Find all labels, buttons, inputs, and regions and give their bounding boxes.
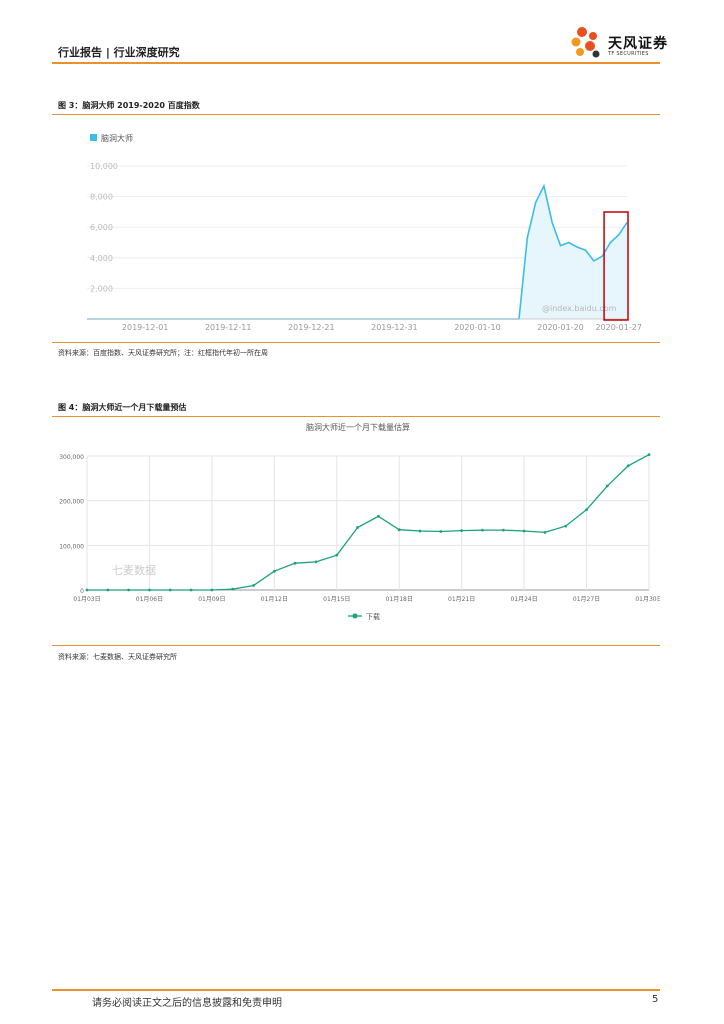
data-point	[252, 584, 255, 587]
figure4-source: 资料来源：七麦数据、天风证券研究所	[58, 653, 177, 661]
data-point	[585, 508, 588, 511]
data-point	[439, 530, 443, 533]
data-point	[168, 588, 172, 592]
data-point	[231, 587, 235, 591]
x-tick-label: 2019-12-21	[288, 323, 335, 332]
y-tick-label: 200,000	[59, 499, 84, 506]
x-tick-label: 2020-01-10	[454, 323, 501, 332]
logo-text-en: TF SECURITIES	[608, 51, 649, 57]
data-point	[647, 453, 651, 457]
data-point	[460, 529, 464, 532]
legend-marker	[352, 613, 358, 619]
data-point	[522, 529, 526, 533]
figure3-title: 图 3：脑洞大师 2019-2020 百度指数	[58, 101, 200, 110]
x-tick-label: 01月24日	[510, 596, 537, 603]
series-line	[87, 454, 650, 591]
data-point	[148, 588, 151, 592]
data-point	[397, 528, 401, 532]
figure3-source: 资料来源：百度指数、天风证券研究所；注：红框指代年初一所在周	[58, 349, 268, 357]
logo-text-cn: 天风证券	[608, 36, 668, 52]
series-line	[87, 183, 628, 320]
y-tick-label: 100,000	[59, 543, 84, 550]
data-point	[418, 529, 422, 533]
data-point	[605, 484, 609, 488]
data-point	[481, 528, 484, 532]
x-tick-label: 2020-01-27	[595, 323, 642, 332]
y-tick-label: 6,000	[90, 223, 113, 232]
x-tick-label: 01月18日	[386, 596, 413, 603]
data-point	[293, 561, 297, 565]
x-tick-label: 01月21日	[448, 596, 475, 603]
x-tick-label: 01月27日	[573, 596, 600, 603]
x-tick-label: 01月03日	[73, 596, 100, 603]
watermark: 七麦数据	[112, 563, 156, 577]
legend-swatch	[90, 134, 97, 141]
data-point	[543, 530, 547, 534]
data-point	[314, 560, 318, 564]
data-point	[127, 588, 131, 592]
x-tick-label: 2019-12-11	[205, 323, 252, 332]
figure3-top-rule	[52, 114, 660, 115]
y-tick-label: 2,000	[90, 284, 113, 293]
footer-divider	[52, 989, 660, 991]
data-point	[356, 526, 359, 529]
page-number: 5	[652, 994, 659, 1005]
y-tick-label: 300,000	[59, 454, 84, 461]
data-point	[272, 569, 276, 573]
data-point	[85, 588, 89, 592]
data-point	[626, 464, 630, 468]
x-tick-label: 01月12日	[261, 596, 288, 603]
x-tick-label: 01月30日	[635, 596, 660, 603]
y-tick-label: 10,000	[90, 162, 118, 171]
header-breadcrumb: 行业报告 | 行业深度研究	[58, 46, 180, 59]
data-point	[106, 588, 110, 592]
x-tick-label: 2020-01-20	[537, 323, 584, 332]
y-tick-label: 0	[80, 588, 84, 595]
data-point	[335, 553, 339, 557]
footer-disclaimer: 请务必阅读正文之后的信息披露和免责申明	[92, 998, 282, 1009]
header-divider	[52, 62, 660, 64]
figure4-bottom-rule	[52, 645, 660, 646]
y-tick-label: 4,000	[90, 254, 113, 263]
x-tick-label: 01月15日	[323, 596, 350, 603]
legend-label: 脑洞大师	[101, 133, 133, 143]
figure4-title: 图 4：脑洞大师近一个月下载量预估	[58, 403, 187, 412]
series-area	[87, 185, 627, 319]
figure3-chart: 脑洞大师 10,000 8,000 6,000 4,000 2,000 2019-12-01…	[87, 133, 642, 332]
x-tick-label: 2019-12-31	[371, 323, 418, 332]
data-point	[564, 524, 568, 528]
highlight-box	[603, 211, 629, 321]
data-point	[210, 588, 214, 592]
data-point	[501, 528, 505, 532]
tf-logo-icon	[571, 27, 600, 58]
data-point	[189, 588, 193, 592]
figure4-top-rule	[52, 416, 660, 417]
legend-label: 下载	[366, 612, 380, 621]
data-point	[377, 514, 380, 518]
x-tick-label: 2019-12-01	[122, 323, 169, 332]
x-tick-label: 01月06日	[136, 596, 163, 603]
y-tick-label: 8,000	[90, 193, 113, 202]
x-tick-label: 01月09日	[198, 596, 225, 603]
watermark: @index.baidu.com	[542, 304, 617, 313]
figure3-bottom-rule	[52, 342, 660, 343]
figure4-chart: 脑洞大师近一个月下载量估算 300,000 200,000 100,000 001月03…	[59, 422, 660, 621]
chart-title: 脑洞大师近一个月下载量估算	[306, 422, 410, 432]
